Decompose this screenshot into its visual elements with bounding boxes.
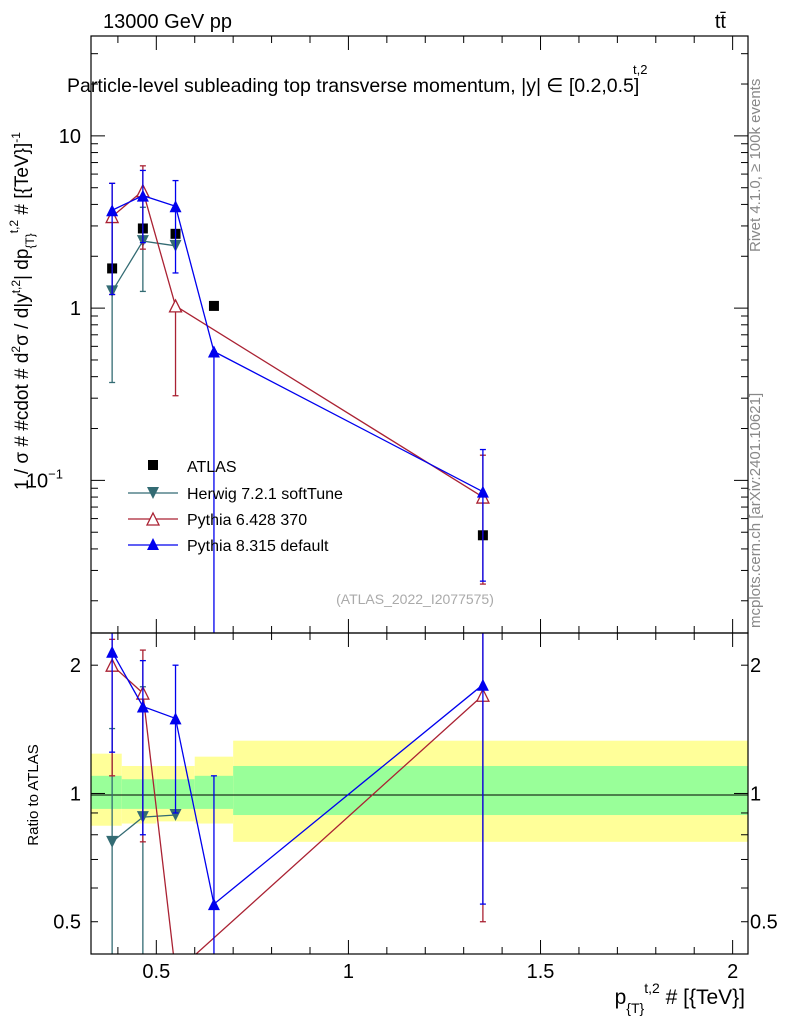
ratio-xtick-label: 1.5 [527, 961, 555, 983]
ratio-axis-ticks: 2 1 0.5 2 1 0.5 0.5 1 1.5 2 [53, 633, 778, 983]
legend-label-atlas: ATLAS [187, 459, 237, 476]
main-ylabel-sup2: t,2 [7, 220, 21, 234]
main-ylabel-part2: σ / d|y [12, 293, 33, 346]
main-ylabel-sup1: t,2 [9, 280, 23, 294]
main-pythia-6-428-370-line [111, 189, 484, 498]
ratio-pythia-8-315-default-point [207, 898, 220, 911]
ratio-pythia-8-315-default-point [106, 645, 119, 658]
ratio-series-layer [105, 633, 490, 979]
ratio-ylabel: Ratio to ATLAS [25, 744, 42, 845]
main-axis-ticks: 10 1 10−1 [26, 36, 748, 633]
main-panel: 10 1 10−1 Particle-level subleading top tr… [7, 35, 749, 634]
header-left: 13000 GeV pp [103, 11, 232, 33]
main-pythia-8-315-default-point [169, 200, 182, 213]
ratio-pythia-8-315-default-point [476, 678, 489, 691]
main-ylabel: 1 / σ # #cdot # d2σ / d|yt,2| dp{T}t,2 #… [7, 132, 37, 490]
main-pythia-8-315-default-point [136, 189, 149, 202]
ratio-ytick-label-right: 1 [750, 783, 761, 805]
main-ylabel-exp: -1 [9, 132, 23, 143]
main-ytick-label: 10−1 [26, 466, 63, 492]
ratio-ytick-label: 1 [70, 783, 81, 805]
ratio-band-green [233, 765, 748, 816]
main-atlas-point [208, 300, 219, 311]
main-title-text: Particle-level subleading top transverse… [67, 75, 526, 97]
ratio-herwig-7-2-1-softtune-point [106, 835, 119, 848]
main-pythia-8-315-default-point [106, 204, 119, 217]
ratio-pythia-8-315-default-point [169, 712, 182, 725]
legend: ATLAS Herwig 7.2.1 softTune Pythia 6.428… [128, 459, 343, 555]
ratio-uncertainty-bands [91, 740, 748, 842]
legend-label-pythia8: Pythia 8.315 default [187, 538, 329, 555]
legend-marker-herwig [147, 487, 159, 499]
legend-label-pythia6: Pythia 6.428 370 [187, 512, 307, 529]
legend-entry-herwig: Herwig 7.2.1 softTune [128, 486, 343, 503]
main-ylabel-sub: {T} [23, 233, 37, 248]
ratio-clipped-group [105, 633, 490, 979]
main-title-tail: | ∈ [0.2,0.5] [536, 75, 639, 97]
analysis-watermark: (ATLAS_2022_I2077575) [336, 591, 494, 607]
ratio-xlabel: p{T}t,2 # [{TeV}] [615, 980, 745, 1016]
header-right: tt̄ [715, 11, 727, 33]
main-clipped-group [105, 165, 490, 633]
main-ylabel-part1: 1 / σ # #cdot # d [12, 353, 33, 490]
main-pythia-8-315-default-point [476, 485, 489, 498]
main-title-var: y [526, 75, 536, 97]
ratio-panel: 2 1 0.5 2 1 0.5 0.5 1 1.5 2 Ratio to ATLAS p{T}t,… [25, 632, 778, 1016]
ratio-ytick-label: 2 [70, 655, 81, 677]
main-ylabel-part4: # [{TeV}] [12, 143, 33, 220]
main-title-sup: t,2 [633, 62, 647, 77]
legend-entry-pythia8: Pythia 8.315 default [128, 538, 329, 555]
ratio-pythia-8-315-default-point [136, 700, 149, 713]
ratio-xlabel-p: p [615, 986, 627, 1009]
ratio-ytick-label-right: 2 [750, 655, 761, 677]
legend-entry-atlas: ATLAS [148, 459, 237, 476]
ratio-herwig-7-2-1-softtune-point [169, 809, 182, 822]
ratio-xtick-label: 0.5 [142, 961, 170, 983]
main-ytick-label: 10 [59, 126, 81, 148]
mcplots-label: mcplots.cern.ch [arXiv:2401.10621] [747, 393, 764, 628]
main-pythia-8-315-default-line [111, 194, 484, 493]
ratio-xlabel-sub: {T} [626, 1000, 644, 1016]
ratio-xlabel-tail: # [{TeV}] [660, 986, 745, 1009]
main-pythia-8-315-default-point [207, 345, 220, 358]
main-ytick-label: 1 [70, 298, 81, 320]
legend-marker-atlas [148, 460, 158, 470]
legend-marker-pythia8 [147, 538, 159, 550]
main-series-layer [105, 165, 490, 633]
ratio-band-green [121, 779, 157, 809]
rivet-label: Rivet 4.1.0, ≥ 100k events [747, 79, 764, 252]
main-title: Particle-level subleading top transverse… [67, 75, 639, 97]
main-ylabel-part3: | dp [12, 249, 33, 280]
ratio-xlabel-sup: t,2 [644, 980, 660, 996]
ratio-band-green [91, 775, 122, 809]
main-ytick-label-exp: −1 [48, 466, 63, 481]
ratio-ytick-label: 0.5 [53, 912, 81, 934]
legend-entry-pythia6: Pythia 6.428 370 [128, 511, 307, 529]
legend-marker-pythia6 [145, 511, 161, 526]
ratio-ytick-label-right: 0.5 [750, 912, 778, 934]
legend-label-herwig: Herwig 7.2.1 softTune [187, 486, 343, 503]
ratio-pythia-6-428-370-point [170, 967, 182, 979]
ratio-xtick-label: 1 [343, 961, 354, 983]
main-pythia-6-428-370-point [168, 298, 183, 313]
ratio-xtick-label: 2 [727, 961, 738, 983]
main-ylabel-sq: 2 [9, 346, 23, 353]
